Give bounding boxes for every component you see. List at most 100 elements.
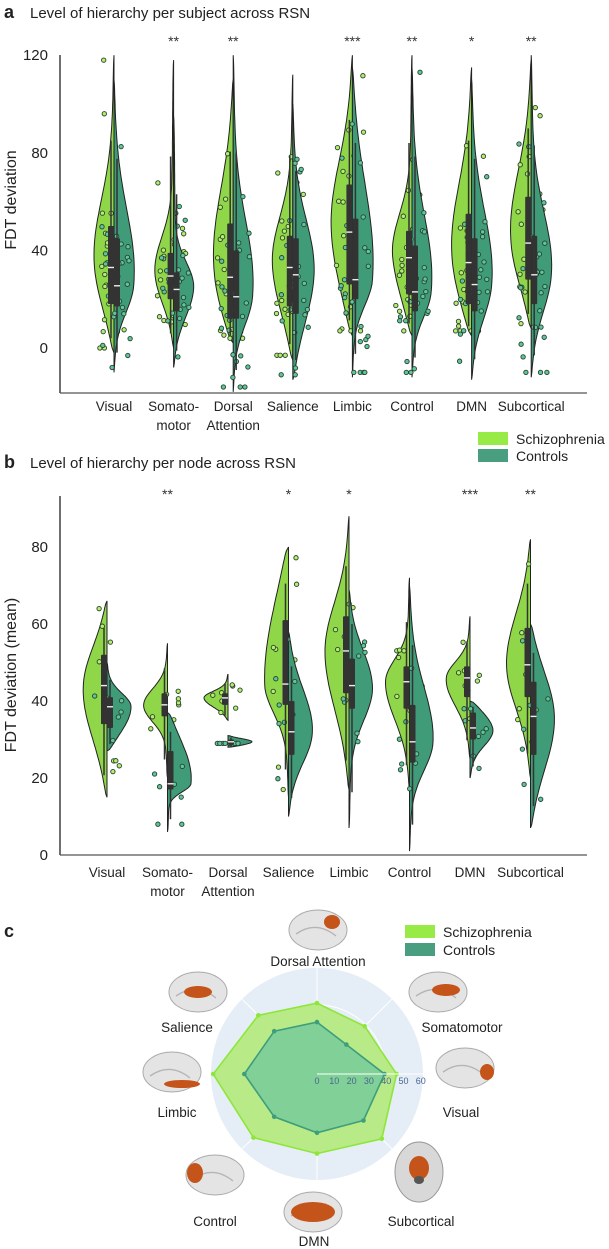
data-point <box>110 737 116 744</box>
data-point <box>476 672 482 678</box>
y-tick-label: 20 <box>31 770 48 787</box>
box-iqr <box>464 666 470 698</box>
radar-point <box>314 1019 320 1025</box>
box-iqr <box>406 230 412 295</box>
data-point <box>537 308 543 314</box>
data-point <box>125 244 131 250</box>
data-point <box>519 638 526 644</box>
data-point <box>525 561 532 567</box>
violin-controls <box>288 631 313 817</box>
data-point <box>360 73 366 79</box>
data-point <box>293 555 299 561</box>
legend-swatch-controls <box>405 943 435 956</box>
data-point <box>459 278 466 284</box>
data-point <box>165 318 171 324</box>
data-point <box>355 738 361 745</box>
data-point <box>230 374 236 381</box>
data-point <box>301 297 307 304</box>
box-iqr <box>524 627 531 698</box>
data-point <box>401 328 407 334</box>
data-point <box>522 289 528 295</box>
data-point <box>127 335 133 342</box>
radar-point <box>271 1114 277 1120</box>
data-point <box>474 678 481 684</box>
network-region <box>480 1064 494 1080</box>
y-tick-label: 0 <box>40 340 48 357</box>
radar-chart: 0 10 20 30 40 50 60 Dorsal Attention Somatomotor… <box>142 909 503 1249</box>
violin-controls <box>351 67 374 378</box>
data-point <box>334 144 341 151</box>
radar-category-label: Dorsal Attention <box>270 954 365 969</box>
data-point <box>237 687 243 693</box>
data-point <box>349 121 355 127</box>
data-point <box>476 765 482 772</box>
brain-somatomotor-icon <box>408 971 468 1013</box>
radar-category-label: Visual <box>443 1105 480 1120</box>
data-point <box>242 384 248 390</box>
data-point <box>217 204 223 210</box>
data-point <box>220 384 227 390</box>
data-point <box>279 235 286 241</box>
data-point <box>222 196 229 202</box>
significance-stars: ** <box>526 33 537 49</box>
data-point <box>160 247 167 253</box>
data-point <box>92 693 98 699</box>
data-point <box>357 338 363 345</box>
data-point <box>185 270 192 276</box>
data-point <box>219 234 226 240</box>
data-point <box>541 200 547 206</box>
data-point <box>305 324 311 330</box>
data-point <box>364 343 370 350</box>
data-point <box>302 312 308 318</box>
data-point <box>517 271 523 277</box>
significance-stars: *** <box>344 33 361 49</box>
data-point <box>181 302 187 308</box>
data-point <box>349 299 355 305</box>
data-point <box>515 209 521 215</box>
data-point <box>157 277 164 283</box>
brain-sulcus <box>295 926 337 937</box>
data-point <box>160 285 166 291</box>
data-point <box>396 308 403 314</box>
x-tick-label: Control <box>390 399 434 414</box>
box-iqr <box>286 235 293 307</box>
legend-label-schizophrenia: Schizophrenia <box>443 924 532 940</box>
data-point <box>360 129 367 135</box>
data-point <box>273 676 279 682</box>
data-point <box>458 270 464 276</box>
box-iqr <box>292 238 299 314</box>
data-point <box>356 653 362 659</box>
data-point <box>118 698 125 704</box>
x-tick-label: Attention <box>201 884 254 899</box>
brainstem <box>414 1176 424 1184</box>
data-point <box>421 229 428 235</box>
data-point <box>222 740 228 747</box>
box-iqr <box>282 620 289 705</box>
data-point <box>218 709 224 716</box>
data-point <box>396 736 403 742</box>
data-point <box>519 630 525 636</box>
data-point <box>300 191 306 198</box>
x-tick-label: Salience <box>267 399 319 414</box>
data-point <box>468 706 474 712</box>
data-point <box>461 328 467 334</box>
data-point <box>239 313 246 320</box>
data-point <box>110 768 116 775</box>
data-point <box>340 199 346 205</box>
box-iqr <box>108 226 114 305</box>
box-iqr <box>409 704 416 763</box>
data-point <box>457 331 464 337</box>
data-point <box>270 644 277 651</box>
data-point <box>101 57 107 63</box>
data-point <box>221 266 227 273</box>
data-point <box>417 69 423 75</box>
data-point <box>275 776 281 782</box>
data-point <box>421 210 427 216</box>
brain-sulcus <box>442 1064 484 1075</box>
legend-c: Schizophrenia Controls <box>405 924 532 958</box>
panel-a-title: Level of hierarchy per subject across RS… <box>30 5 310 22</box>
significance-stars: ** <box>162 486 173 502</box>
y-tick-label: 40 <box>31 693 48 710</box>
data-point <box>148 726 154 732</box>
data-point <box>282 306 288 312</box>
